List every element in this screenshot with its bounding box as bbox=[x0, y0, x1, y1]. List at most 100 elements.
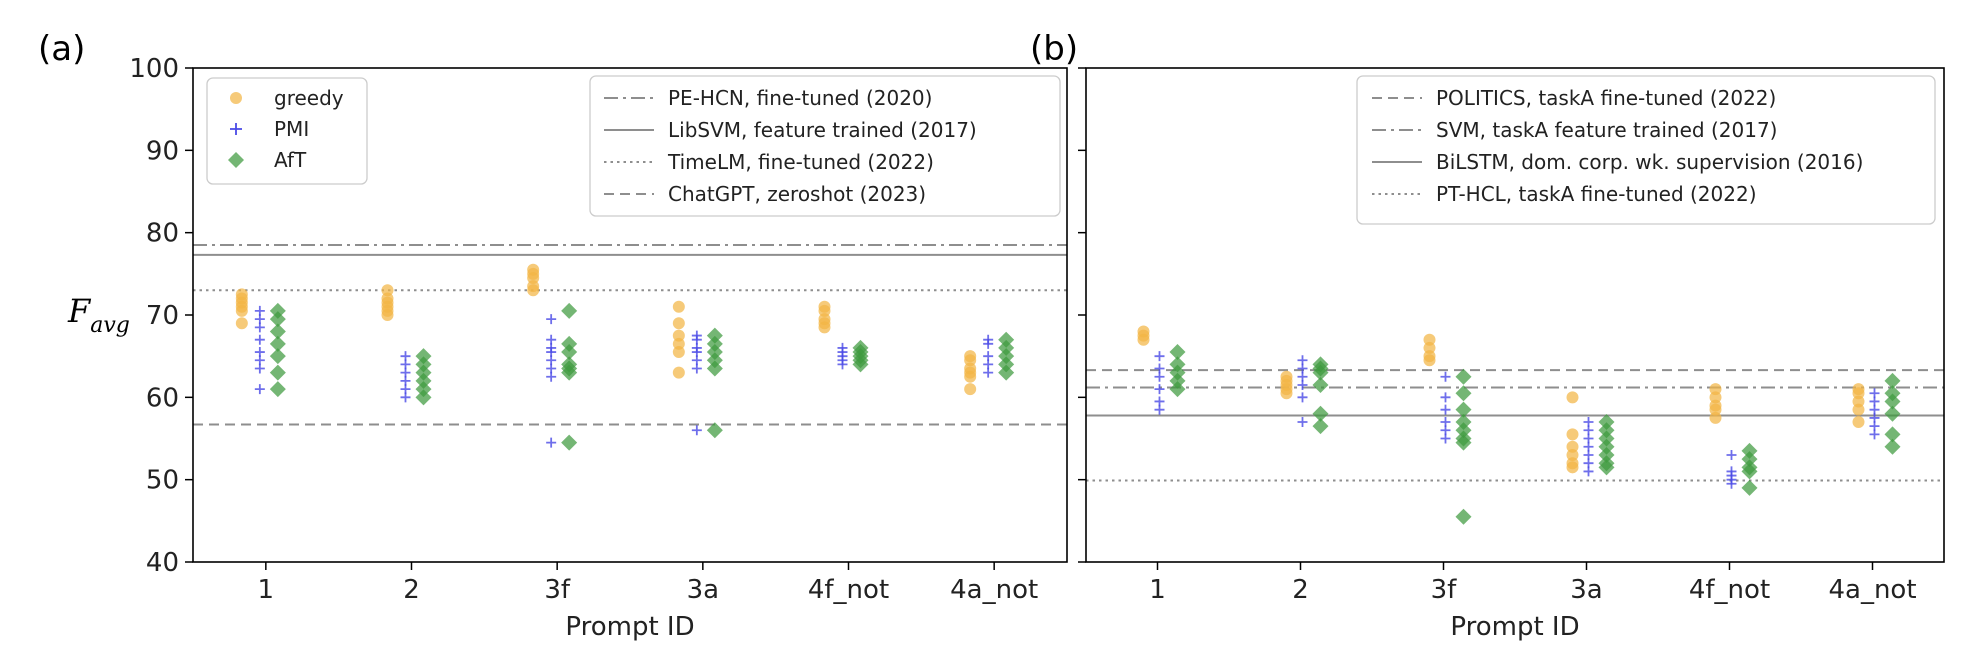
x-tick-label: 2 bbox=[1292, 575, 1309, 605]
data-point bbox=[415, 372, 432, 389]
data-point bbox=[1566, 440, 1579, 453]
data-point bbox=[1455, 368, 1472, 385]
data-point bbox=[1297, 417, 1308, 428]
data-point bbox=[546, 437, 557, 448]
data-point bbox=[1440, 392, 1451, 403]
data-point bbox=[706, 360, 723, 377]
data-point bbox=[1884, 393, 1901, 410]
legend-label: AfT bbox=[274, 148, 307, 172]
data-point bbox=[672, 366, 685, 379]
data-point bbox=[1884, 405, 1901, 422]
data-point bbox=[254, 363, 265, 374]
data-point bbox=[706, 327, 723, 344]
data-point bbox=[269, 302, 286, 319]
data-point bbox=[998, 339, 1015, 356]
legend-label: BiLSTM, dom. corp. wk. supervision (2016… bbox=[1436, 150, 1863, 174]
data-point bbox=[1423, 333, 1436, 346]
legend-label: greedy bbox=[274, 86, 344, 110]
data-point bbox=[1312, 418, 1329, 435]
series-pmi bbox=[254, 305, 994, 448]
legend-label: LibSVM, feature trained (2017) bbox=[668, 118, 977, 142]
data-point bbox=[1154, 404, 1165, 415]
data-point bbox=[998, 348, 1015, 365]
data-point bbox=[1154, 371, 1165, 382]
y-tick-label: 40 bbox=[146, 548, 179, 578]
data-point bbox=[1169, 381, 1186, 398]
data-point bbox=[561, 335, 578, 352]
data-point bbox=[1154, 351, 1165, 362]
series-aft bbox=[1169, 344, 1901, 525]
data-point bbox=[1566, 428, 1579, 441]
data-point bbox=[527, 271, 540, 284]
data-point bbox=[561, 364, 578, 381]
data-point bbox=[1169, 364, 1186, 381]
legend-label: SVM, taskA feature trained (2017) bbox=[1436, 118, 1777, 142]
data-point bbox=[672, 346, 685, 359]
legend-marker bbox=[230, 92, 242, 104]
data-point bbox=[1566, 448, 1579, 461]
data-point bbox=[254, 322, 265, 333]
data-point bbox=[1869, 429, 1880, 440]
x-tick-label: 1 bbox=[258, 575, 275, 605]
legend-label: PT-HCL, taskA fine-tuned (2022) bbox=[1436, 182, 1757, 206]
y-tick-label: 100 bbox=[129, 54, 179, 84]
data-point bbox=[1598, 459, 1615, 476]
data-point bbox=[254, 334, 265, 345]
data-point bbox=[983, 367, 994, 378]
x-tick-label: 3f bbox=[544, 575, 571, 605]
data-point bbox=[269, 311, 286, 328]
data-point bbox=[235, 304, 248, 317]
data-point bbox=[1709, 411, 1722, 424]
data-point bbox=[1741, 442, 1758, 459]
x-tick-label: 1 bbox=[1149, 575, 1166, 605]
legend-box bbox=[206, 77, 368, 185]
data-point bbox=[672, 337, 685, 350]
data-point bbox=[672, 317, 685, 330]
data-point bbox=[1598, 422, 1615, 439]
y-tick-label: 80 bbox=[146, 219, 179, 249]
data-point bbox=[415, 348, 432, 365]
data-point bbox=[269, 323, 286, 340]
data-point bbox=[254, 384, 265, 395]
panel-label: (b) bbox=[1030, 29, 1078, 69]
chart-panel-b: (b) 1 2 3f 3a 4f_not 4a_not Prompt ID POLITICS, … bbox=[1030, 29, 1945, 642]
data-point bbox=[1583, 466, 1594, 477]
data-point bbox=[1455, 434, 1472, 451]
x-tick-label: 4f_not bbox=[1689, 575, 1770, 605]
legend-label: PE-HCN, fine-tuned (2020) bbox=[668, 86, 932, 110]
data-point bbox=[1726, 478, 1737, 489]
data-point bbox=[706, 422, 723, 439]
legend-label: ChatGPT, zeroshot (2023) bbox=[668, 182, 926, 206]
x-axis-title: Prompt ID bbox=[565, 612, 694, 642]
legend-marker bbox=[230, 123, 242, 135]
data-point bbox=[1709, 383, 1722, 396]
data-point bbox=[998, 356, 1015, 373]
chart-panel-a: (a) 40 50 60 70 80 90 100 1 2 3f 3a 4f_not 4a_not Prom… bbox=[38, 29, 1068, 642]
x-tick-label: 2 bbox=[403, 575, 420, 605]
data-point bbox=[1440, 433, 1451, 444]
y-tick-label: 50 bbox=[146, 466, 179, 496]
data-point bbox=[1455, 385, 1472, 402]
data-point bbox=[964, 354, 977, 367]
data-point bbox=[1297, 392, 1308, 403]
legend-series: greedy PMI AfT bbox=[206, 77, 368, 185]
data-point bbox=[964, 370, 977, 383]
x-axis-title: Prompt ID bbox=[1450, 612, 1579, 642]
panel-label: (a) bbox=[38, 29, 85, 69]
data-point bbox=[1455, 422, 1472, 439]
legend-label: TimeLM, fine-tuned (2022) bbox=[667, 150, 934, 174]
y-tick-label: 70 bbox=[146, 301, 179, 331]
data-point bbox=[1154, 384, 1165, 395]
data-point bbox=[269, 335, 286, 352]
data-point bbox=[1852, 416, 1865, 429]
data-point bbox=[1280, 387, 1293, 400]
data-point bbox=[1884, 426, 1901, 443]
x-tick-label: 3a bbox=[1570, 575, 1602, 605]
data-point bbox=[1440, 404, 1451, 415]
data-point bbox=[837, 359, 848, 370]
x-tick-label: 4a_not bbox=[950, 575, 1038, 605]
data-point bbox=[706, 352, 723, 369]
data-point bbox=[706, 344, 723, 361]
data-point bbox=[1852, 387, 1865, 400]
